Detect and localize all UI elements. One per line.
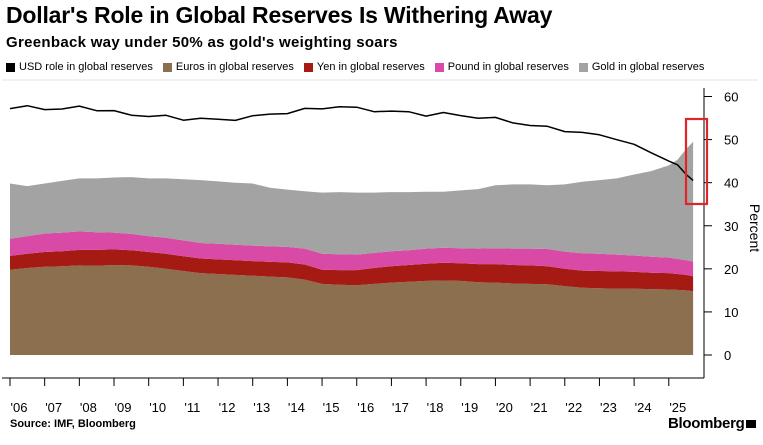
- legend-item-usd: USD role in global reserves: [6, 61, 153, 73]
- x-tick-label: '06: [11, 400, 28, 415]
- legend-label-euros: Euros in global reserves: [175, 61, 294, 73]
- brand-mark-icon: [746, 420, 757, 428]
- x-tick-label: '14: [288, 400, 305, 415]
- x-tick-label: '09: [115, 400, 132, 415]
- y-tick-label: 10: [724, 305, 738, 320]
- x-tick-label: '10: [149, 400, 166, 415]
- legend: USD role in global reserves Euros in glo…: [6, 61, 758, 73]
- x-tick-label: '23: [600, 400, 617, 415]
- x-tick-label: '25: [669, 400, 686, 415]
- area-euros: [10, 265, 694, 355]
- legend-label-pound: Pound in global reserves: [447, 61, 569, 73]
- area-pound: [10, 231, 694, 277]
- x-tick-label: '19: [461, 400, 478, 415]
- x-tick-label: '20: [496, 400, 513, 415]
- x-tick-label: '16: [357, 400, 374, 415]
- highlight-box: [684, 117, 709, 206]
- area-gold: [10, 141, 694, 262]
- y-tick-label: 40: [724, 176, 738, 191]
- x-tick-label: '15: [323, 400, 340, 415]
- x-tick-label: '07: [45, 400, 62, 415]
- legend-swatch-euros: [162, 62, 172, 72]
- legend-label-usd: USD role in global reserves: [19, 61, 153, 73]
- x-tick-label: '21: [531, 400, 548, 415]
- chart-subtitle: Greenback way under 50% as gold's weight…: [6, 34, 398, 51]
- x-tick-label: '11: [184, 400, 200, 415]
- x-tick-label: '12: [219, 400, 236, 415]
- legend-item-pound: Pound in global reserves: [434, 61, 569, 73]
- x-tick-label: '22: [565, 400, 582, 415]
- legend-item-euros: Euros in global reserves: [162, 61, 294, 73]
- legend-swatch-usd: [6, 62, 15, 72]
- y-tick-label: 0: [724, 348, 731, 363]
- line-usd: [9, 104, 694, 181]
- y-tick-label: 30: [724, 219, 738, 234]
- legend-item-yen: Yen in global reserves: [303, 61, 425, 73]
- legend-swatch-gold: [578, 62, 588, 72]
- legend-label-gold: Gold in global reserves: [591, 61, 705, 73]
- legend-swatch-yen: [303, 62, 313, 72]
- legend-swatch-pound: [434, 62, 444, 72]
- y-axis-label: Percent: [747, 204, 763, 252]
- x-tick-label: '18: [427, 400, 444, 415]
- source-note: Source: IMF, Bloomberg: [10, 418, 136, 430]
- x-tick-label: '13: [253, 400, 270, 415]
- y-tick-label: 50: [724, 133, 738, 148]
- area-yen: [10, 249, 694, 292]
- y-tick-label: 60: [724, 90, 738, 105]
- brand-name: Bloomberg: [668, 415, 745, 432]
- legend-label-yen: Yen in global reserves: [316, 61, 425, 73]
- y-tick-label: 20: [724, 262, 738, 277]
- x-tick-label: '08: [80, 400, 97, 415]
- brand-logo: Bloomberg: [668, 415, 757, 432]
- chart-title: Dollar's Role in Global Reserves Is With…: [6, 2, 553, 28]
- x-tick-label: '24: [635, 400, 652, 415]
- legend-item-gold: Gold in global reserves: [578, 61, 705, 73]
- x-tick-label: '17: [392, 400, 409, 415]
